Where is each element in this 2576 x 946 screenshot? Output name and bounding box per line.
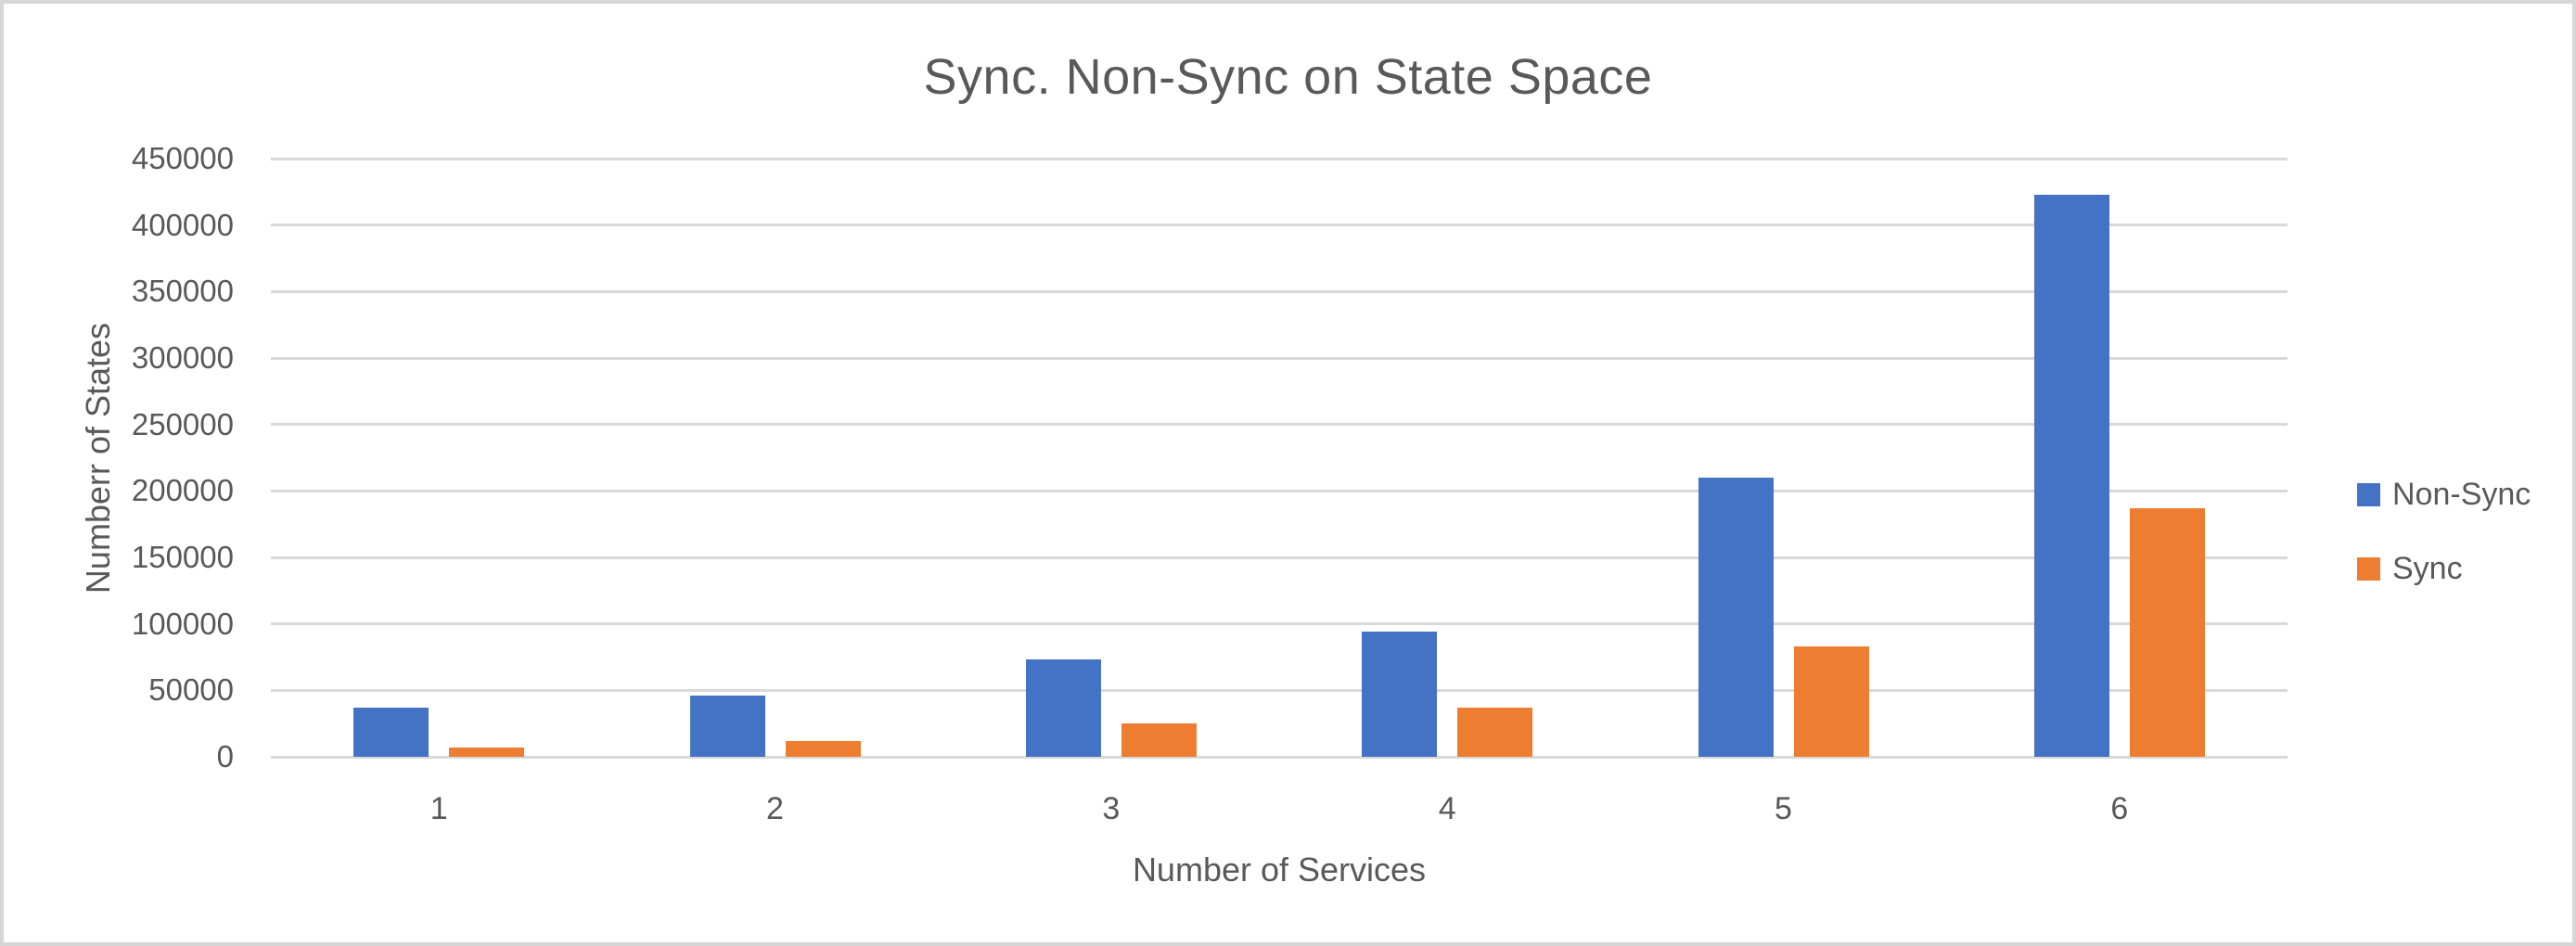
legend-swatch-icon <box>2357 556 2380 581</box>
gridline <box>271 224 2288 227</box>
gridline <box>271 423 2288 427</box>
gridline <box>271 289 2288 293</box>
x-axis-ticks: 1 2 3 4 5 6 <box>271 791 2288 832</box>
gridline <box>271 356 2288 360</box>
bar-non-sync-4 <box>1362 632 1438 757</box>
y-tick-label: 50000 <box>148 672 234 708</box>
y-tick-label: 200000 <box>131 473 234 508</box>
gridline <box>271 755 2288 759</box>
legend-item-non-sync: Non-Sync <box>2357 474 2531 515</box>
bar-sync-1 <box>449 747 525 757</box>
gridline <box>271 622 2288 626</box>
gridline <box>271 556 2288 559</box>
x-tick-label: 4 <box>1438 791 1456 826</box>
y-tick-label: 0 <box>216 739 234 773</box>
legend-label: Non-Sync <box>2392 476 2531 512</box>
gridline <box>271 489 2288 492</box>
bar-sync-3 <box>1121 723 1197 757</box>
bar-sync-4 <box>1457 707 1533 757</box>
bar-sync-2 <box>785 740 861 757</box>
x-tick-label: 5 <box>1775 791 1792 826</box>
chart-title: Sync. Non-Sync on State Space <box>923 49 1653 105</box>
y-axis-ticks: 450000 400000 350000 300000 250000 200000 1500… <box>41 141 234 773</box>
legend-swatch-icon <box>2357 482 2380 506</box>
bar-non-sync-3 <box>1025 659 1101 757</box>
y-tick-label: 450000 <box>131 141 234 175</box>
y-tick-label: 350000 <box>131 274 234 309</box>
gridline <box>271 688 2288 692</box>
legend-label: Sync <box>2392 550 2463 586</box>
y-tick-label: 300000 <box>131 340 234 375</box>
y-tick-label: 400000 <box>131 207 234 242</box>
bar-non-sync-5 <box>1698 478 1774 757</box>
y-tick-label: 150000 <box>131 540 234 574</box>
legend-item-sync: Sync <box>2357 548 2531 589</box>
x-tick-label: 2 <box>766 791 784 826</box>
x-axis-title: Number of Services <box>1132 850 1427 888</box>
plot-area <box>271 157 2288 759</box>
y-tick-label: 250000 <box>131 406 234 441</box>
bar-non-sync-1 <box>353 707 429 757</box>
x-tick-label: 1 <box>429 791 448 826</box>
x-tick-label: 6 <box>2110 791 2129 826</box>
bar-non-sync-2 <box>689 696 765 757</box>
y-tick-label: 100000 <box>131 606 234 641</box>
bar-sync-6 <box>2129 507 2205 757</box>
bar-non-sync-6 <box>2033 194 2109 757</box>
legend: Non-Sync Sync <box>2357 474 2531 622</box>
bar-sync-5 <box>1793 646 1869 757</box>
gridline <box>271 157 2288 160</box>
x-tick-label: 3 <box>1102 791 1121 826</box>
